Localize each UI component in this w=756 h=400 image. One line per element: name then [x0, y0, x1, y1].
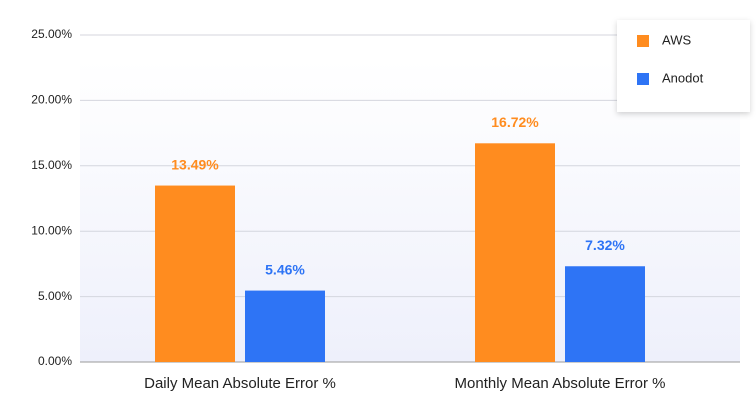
legend-label: Anodot: [662, 70, 704, 85]
x-tick-label: Monthly Mean Absolute Error %: [455, 375, 666, 392]
legend-label: AWS: [662, 32, 691, 47]
value-label: 7.32%: [585, 237, 625, 253]
bar: [475, 143, 555, 362]
bar: [245, 290, 325, 362]
value-label: 16.72%: [491, 114, 539, 130]
y-tick-label: 0.00%: [38, 354, 72, 368]
bar: [155, 185, 235, 362]
value-label: 13.49%: [171, 156, 219, 172]
y-tick-label: 15.00%: [31, 158, 72, 172]
y-tick-label: 25.00%: [31, 27, 72, 41]
bar: [565, 266, 645, 362]
y-tick-label: 20.00%: [31, 93, 72, 107]
legend-swatch: [637, 35, 649, 47]
legend: AWS Anodot: [617, 20, 750, 112]
value-label: 5.46%: [265, 261, 305, 277]
y-tick-label: 5.00%: [38, 289, 72, 303]
x-tick-label: Daily Mean Absolute Error %: [144, 375, 336, 392]
y-tick-label: 10.00%: [31, 223, 72, 237]
legend-swatch: [637, 73, 649, 85]
